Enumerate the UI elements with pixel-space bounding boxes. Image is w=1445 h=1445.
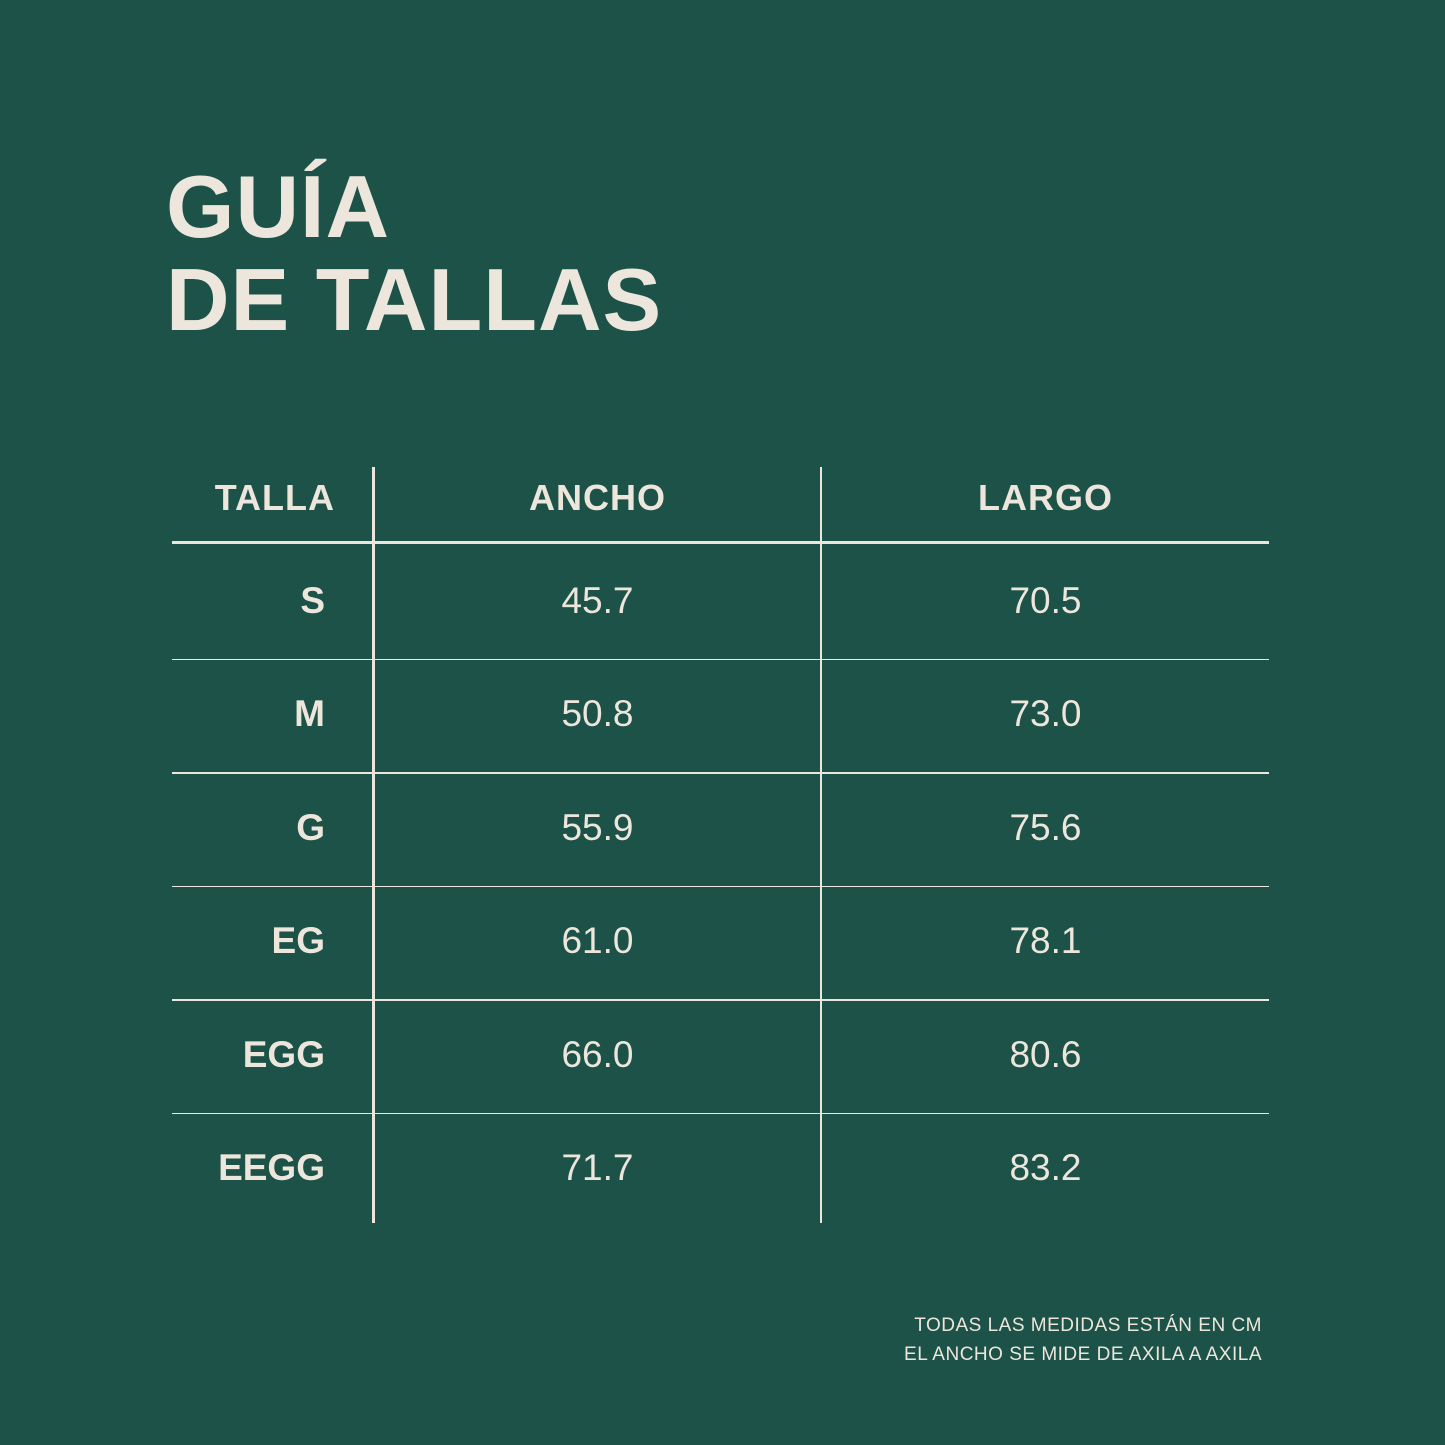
cell-talla: G bbox=[296, 806, 325, 848]
cell-largo: 78.1 bbox=[1009, 920, 1082, 962]
footnote-units: TODAS LAS MEDIDAS ESTÁN EN CM bbox=[914, 1315, 1262, 1336]
cell-largo: 75.6 bbox=[1009, 806, 1082, 848]
table-row: M 50.8 73.0 bbox=[172, 658, 1269, 772]
cell-ancho: 50.8 bbox=[561, 693, 634, 735]
row-divider bbox=[172, 772, 1269, 774]
column-divider-talla bbox=[372, 467, 375, 1223]
cell-largo: 83.2 bbox=[1009, 1147, 1082, 1189]
table-row: EG 61.0 78.1 bbox=[172, 885, 1269, 999]
cell-talla: EGG bbox=[242, 1033, 325, 1075]
page-title: GUÍA DE TALLAS bbox=[166, 160, 662, 346]
footnote: TODAS LAS MEDIDAS ESTÁN EN CM EL ANCHO S… bbox=[904, 1311, 1262, 1369]
cell-talla: EEGG bbox=[218, 1147, 325, 1189]
column-divider-ancho bbox=[820, 467, 822, 1223]
cell-ancho: 55.9 bbox=[561, 806, 634, 848]
table-row: EGG 66.0 80.6 bbox=[172, 998, 1269, 1112]
row-divider bbox=[172, 1112, 1269, 1114]
footnote-width-measure: EL ANCHO SE MIDE DE AXILA A AXILA bbox=[904, 1344, 1262, 1365]
header-divider bbox=[172, 541, 1269, 544]
header-largo: LARGO bbox=[978, 477, 1113, 518]
header-ancho: ANCHO bbox=[529, 477, 666, 518]
title-line-2: DE TALLAS bbox=[166, 250, 663, 349]
cell-ancho: 66.0 bbox=[561, 1033, 634, 1075]
table-row: EEGG 71.7 83.2 bbox=[172, 1112, 1269, 1226]
cell-talla: EG bbox=[271, 920, 325, 962]
row-divider bbox=[172, 885, 1269, 887]
cell-ancho: 61.0 bbox=[561, 920, 634, 962]
table-row: S 45.7 70.5 bbox=[172, 544, 1269, 658]
cell-ancho: 45.7 bbox=[561, 579, 634, 621]
title-line-1: GUÍA bbox=[166, 157, 390, 256]
cell-talla: S bbox=[300, 579, 325, 621]
table-row: G 55.9 75.6 bbox=[172, 771, 1269, 885]
cell-ancho: 71.7 bbox=[561, 1147, 634, 1189]
table-header: TALLA ANCHO LARGO bbox=[172, 467, 1269, 529]
cell-talla: M bbox=[294, 693, 325, 735]
row-divider bbox=[172, 999, 1269, 1001]
size-table: TALLA ANCHO LARGO S 45.7 70.5 M 50.8 73.0 G 55.… bbox=[172, 467, 1269, 1223]
cell-largo: 80.6 bbox=[1009, 1033, 1082, 1075]
header-talla: TALLA bbox=[214, 477, 335, 518]
cell-largo: 70.5 bbox=[1009, 579, 1082, 621]
cell-largo: 73.0 bbox=[1009, 693, 1082, 735]
row-divider bbox=[172, 658, 1269, 660]
